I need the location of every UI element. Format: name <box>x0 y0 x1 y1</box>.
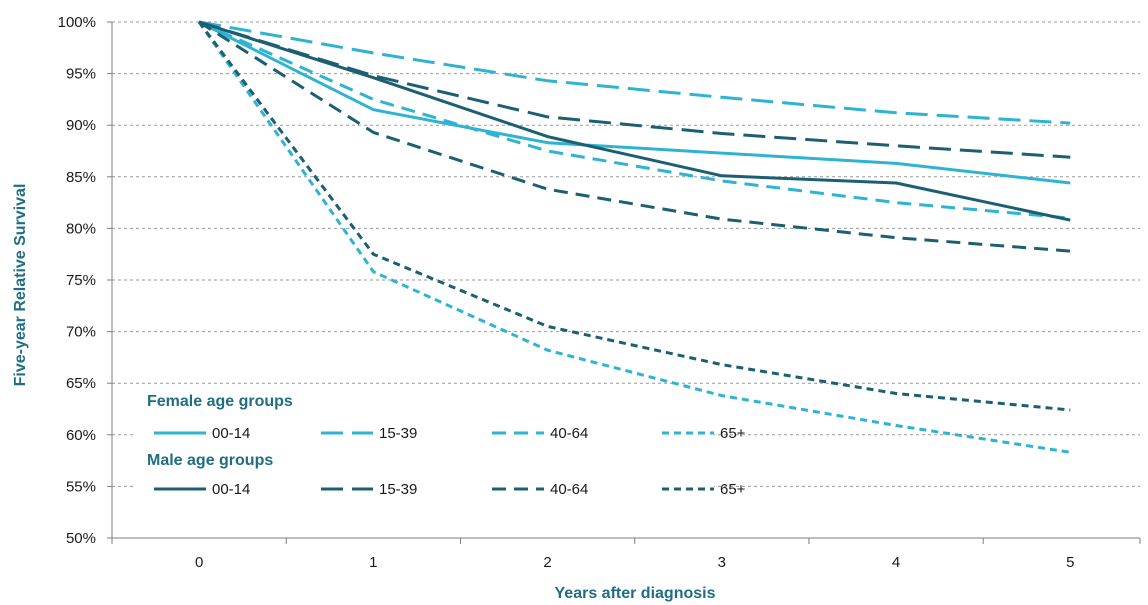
legend-label: 15-39 <box>379 425 417 442</box>
legend-label: 40-64 <box>550 425 588 442</box>
legend-label: 00-14 <box>212 481 250 498</box>
x-tick-label: 4 <box>892 554 900 571</box>
x-tick-labels: 0 1 2 3 4 5 <box>195 554 1075 571</box>
series-line <box>198 20 1071 159</box>
series-line <box>198 20 1071 185</box>
y-tick-label: 95% <box>66 66 96 83</box>
x-tick-label: 3 <box>718 554 726 571</box>
series-line <box>197 21 1071 454</box>
legend: Female age groups 00-14 15-39 40-64 65+ Male … <box>147 393 746 498</box>
legend-group-heading: Male age groups <box>147 452 273 469</box>
legend-label: 65+ <box>720 481 746 498</box>
x-tick-label: 0 <box>195 554 203 571</box>
legend-label: 65+ <box>720 425 746 442</box>
y-tick-label: 70% <box>66 324 96 341</box>
y-axis-title: Five-year Relative Survival <box>12 184 29 387</box>
y-tick-label: 50% <box>66 530 96 547</box>
y-tick-label: 75% <box>66 272 96 289</box>
legend-label: 00-14 <box>212 425 250 442</box>
y-tick-label: 65% <box>66 375 96 392</box>
y-tick-label: 60% <box>66 427 96 444</box>
legend-label: 40-64 <box>550 481 588 498</box>
x-tick-label: 5 <box>1066 554 1074 571</box>
series-line <box>198 20 1071 125</box>
legend-box <box>134 385 714 510</box>
y-tick-label: 90% <box>66 117 96 134</box>
y-tick-label: 55% <box>66 478 96 495</box>
legend-group-heading: Female age groups <box>147 393 293 410</box>
legend-background <box>134 385 714 510</box>
y-tick-label: 100% <box>58 14 96 31</box>
series-line <box>198 20 1071 220</box>
series-line <box>198 20 1071 253</box>
x-tick-label: 1 <box>369 554 377 571</box>
series-line <box>197 21 1071 412</box>
y-tick-label: 80% <box>66 220 96 237</box>
x-tick-label: 2 <box>543 554 551 571</box>
legend-label: 15-39 <box>379 481 417 498</box>
y-tick-label: 85% <box>66 169 96 186</box>
series-line <box>198 20 1071 222</box>
series-lines <box>197 20 1071 454</box>
axes <box>107 21 1141 544</box>
x-axis-title: Years after diagnosis <box>555 585 716 602</box>
y-tick-labels: 50% 55% 60% 65% 70% 75% 80% 85% 90% 95% 100% <box>58 14 96 547</box>
